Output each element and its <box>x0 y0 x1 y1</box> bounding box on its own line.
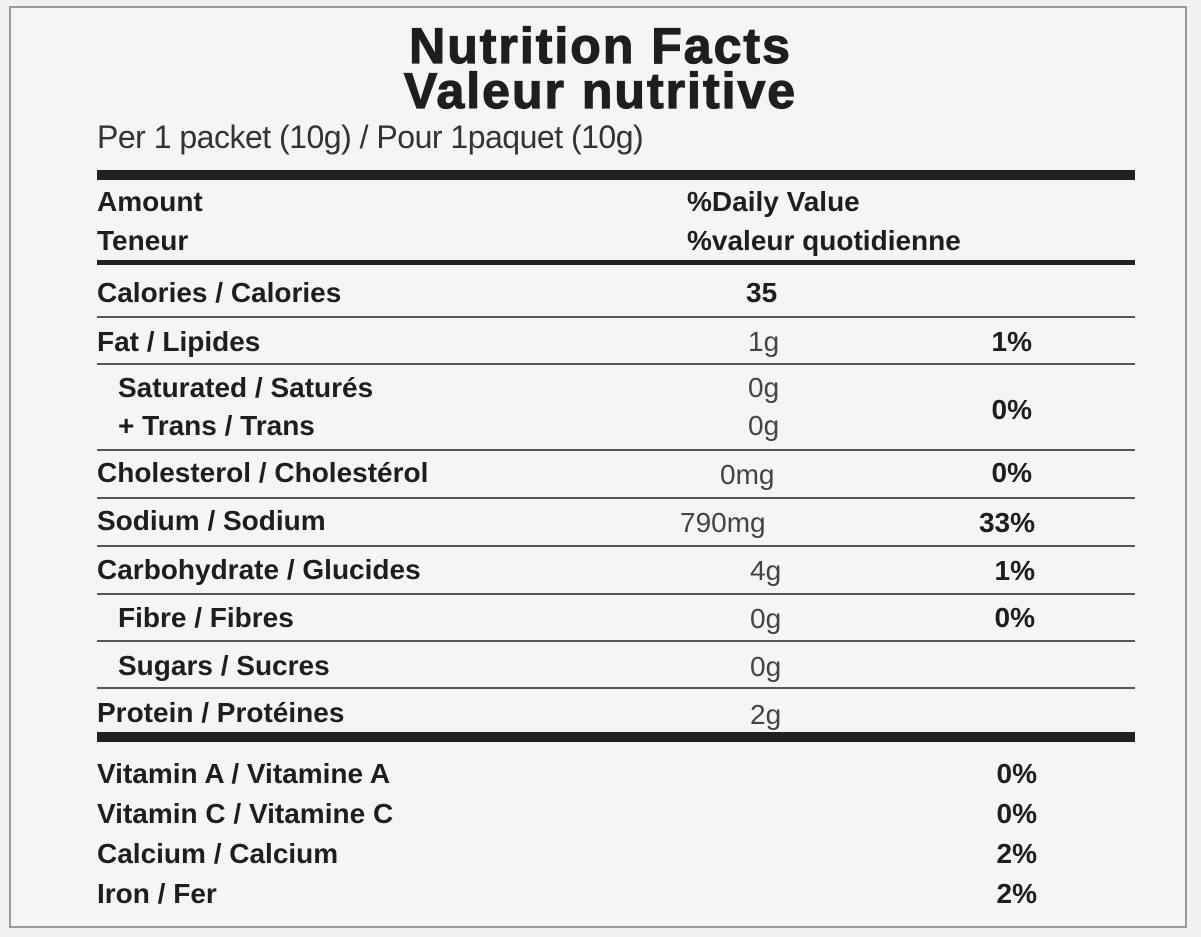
nutrient-amount: 2g <box>750 699 782 730</box>
nutrient-daily-value: 33% <box>978 507 1035 538</box>
daily-value-header-fr: %valeur quotidienne <box>687 225 961 256</box>
nutrient-daily-value: 0% <box>994 602 1035 633</box>
nutrient-label: Calories / Calories <box>97 277 342 308</box>
row-divider <box>97 687 1135 689</box>
row-divider <box>97 640 1135 642</box>
nutrient-amount: 0g <box>748 372 780 403</box>
serving-size: Per 1 packet (10g) / Pour 1paquet (10g) <box>97 119 644 155</box>
nutrient-daily-value: 0% <box>991 457 1032 488</box>
row-divider <box>97 449 1135 451</box>
amount-header-fr: Teneur <box>97 225 189 256</box>
nutrient-amount: 790mg <box>680 507 766 538</box>
nutrient-amount: 0g <box>750 651 782 682</box>
title-french: Valeur nutritive <box>403 63 798 119</box>
nutrient-amount: 1g <box>748 326 780 357</box>
nutrient-daily-value: 1% <box>991 326 1032 357</box>
nutrient-amount: 4g <box>750 555 782 586</box>
nutrient-daily-value: 0% <box>991 394 1032 425</box>
vitamin-daily-value: 0% <box>996 798 1037 829</box>
vitamin-thick-rule <box>97 732 1135 742</box>
title-english: Nutrition Facts <box>408 18 792 74</box>
vitamin-daily-value: 2% <box>996 838 1037 869</box>
vitamin-label: Vitamin C / Vitamine C <box>97 798 394 829</box>
vitamin-daily-value: 0% <box>996 758 1037 789</box>
nutrient-label: + Trans / Trans <box>118 410 315 441</box>
daily-value-header-en: %Daily Value <box>687 186 860 217</box>
row-divider <box>97 316 1135 318</box>
vitamin-label: Calcium / Calcium <box>97 838 339 869</box>
nutrient-label: Carbohydrate / Glucides <box>97 554 421 585</box>
row-divider <box>97 497 1135 499</box>
nutrient-label: Fibre / Fibres <box>118 602 294 633</box>
nutrient-label: Protein / Protéines <box>97 697 345 728</box>
nutrient-amount: 0g <box>748 410 780 441</box>
row-divider <box>97 363 1135 365</box>
amount-header-en: Amount <box>97 186 203 217</box>
nutrient-amount: 35 <box>746 277 778 308</box>
top-thick-rule <box>97 170 1135 180</box>
nutrient-label: Cholesterol / Cholestérol <box>97 457 429 488</box>
nutrient-label: Sodium / Sodium <box>97 505 326 536</box>
nutrient-label: Saturated / Saturés <box>118 372 374 403</box>
vitamin-label: Vitamin A / Vitamine A <box>97 758 391 789</box>
nutrient-label: Sugars / Sucres <box>118 650 330 681</box>
row-divider <box>97 593 1135 595</box>
nutrient-amount: 0g <box>750 603 782 634</box>
header-rule <box>97 260 1135 265</box>
row-divider <box>97 545 1135 547</box>
nutrition-label-panel <box>9 6 1187 928</box>
nutrient-daily-value: 1% <box>994 555 1035 586</box>
vitamin-daily-value: 2% <box>996 878 1037 909</box>
nutrient-amount: 0mg <box>720 459 775 490</box>
nutrient-label: Fat / Lipides <box>97 326 261 357</box>
vitamin-label: Iron / Fer <box>97 878 217 909</box>
